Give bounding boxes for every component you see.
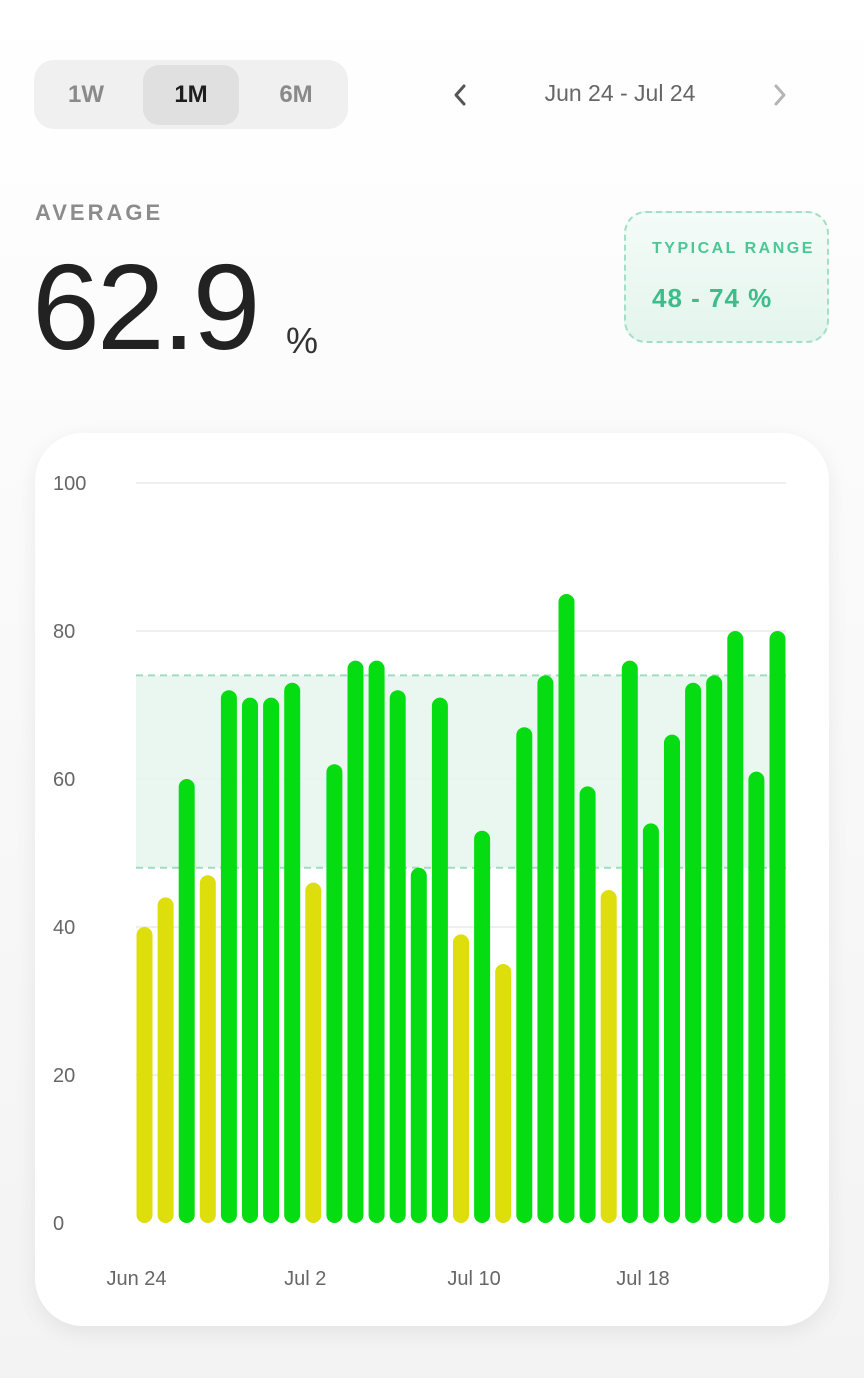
x-tick-label: Jul 2 xyxy=(284,1268,326,1290)
chevron-left-icon xyxy=(454,84,466,106)
typical-range-card: TYPICAL RANGE 48 - 74 % xyxy=(624,211,829,343)
prev-period-button[interactable] xyxy=(443,78,477,112)
typical-range-label: TYPICAL RANGE xyxy=(652,240,815,257)
y-tick-label: 60 xyxy=(53,769,75,791)
period-selector: 1W 1M 6M xyxy=(34,60,348,129)
average-unit: % xyxy=(286,320,319,361)
average-value: 62.9 xyxy=(32,239,260,375)
y-tick-label: 20 xyxy=(53,1065,75,1087)
y-tick-label: 100 xyxy=(53,473,86,495)
x-tick-label: Jul 18 xyxy=(616,1268,669,1290)
period-option-1m[interactable]: 1M xyxy=(143,65,239,125)
date-range-label: Jun 24 - Jul 24 xyxy=(544,80,696,106)
chart-card: 0 20 40 60 80 100 Jun 24 Jul 2 Jul 10 Jul 18 xyxy=(35,433,829,1326)
x-tick-label: Jul 10 xyxy=(447,1268,500,1290)
x-tick-label: Jun 24 xyxy=(106,1268,166,1290)
y-tick-label: 0 xyxy=(53,1213,64,1235)
period-option-1w[interactable]: 1W xyxy=(68,81,104,108)
average-label: AVERAGE xyxy=(35,200,164,225)
y-tick-label: 40 xyxy=(53,917,75,939)
next-period-button[interactable] xyxy=(763,78,797,112)
y-tick-label: 80 xyxy=(53,621,75,643)
chevron-right-icon xyxy=(774,84,786,106)
bar-chart: 0 20 40 60 80 100 Jun 24 Jul 2 Jul 10 Jul 18 xyxy=(53,473,786,1290)
typical-range-value: 48 - 74 % xyxy=(652,283,773,313)
period-option-6m[interactable]: 6M xyxy=(279,81,313,108)
